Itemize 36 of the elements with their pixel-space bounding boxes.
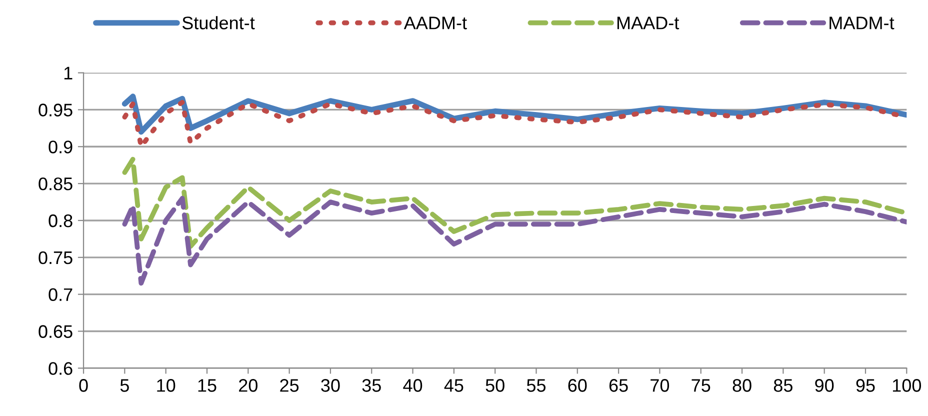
y-tick-label: 0.85 [38, 177, 72, 190]
x-tick-label: 100 [892, 379, 922, 392]
x-tick-label: 35 [362, 379, 381, 392]
x-tick-label: 40 [403, 379, 422, 392]
y-tick-label: 0.9 [48, 140, 72, 154]
x-tick-label: 50 [486, 379, 504, 392]
x-tick-label: 85 [774, 379, 792, 392]
y-tick-label: 0.65 [38, 325, 72, 338]
y-tick-label: 0.6 [48, 362, 72, 375]
x-tick-label: 80 [732, 379, 752, 392]
x-tick-label: 45 [444, 379, 464, 392]
y-tick-label: 0.75 [38, 251, 72, 264]
x-tick-label: 65 [609, 379, 628, 392]
legend-label: MAAD-t [617, 16, 680, 30]
y-tick-label: 0.8 [48, 214, 72, 228]
x-tick-label: 20 [239, 379, 258, 392]
legend-label: Student-t [182, 16, 255, 30]
y-tick-label: 1 [64, 66, 72, 80]
y-tick-label: 0.7 [48, 288, 72, 302]
x-tick-label: 30 [321, 379, 340, 392]
x-tick-label: 95 [856, 379, 875, 392]
x-tick-label: 10 [157, 379, 176, 392]
line-series [122, 156, 907, 249]
x-tick-label: 5 [120, 379, 129, 392]
x-tick-label: 90 [815, 379, 834, 392]
x-tick-label: 75 [692, 379, 710, 392]
x-tick-label: 0 [79, 379, 88, 392]
x-tick-label: 60 [568, 379, 587, 392]
x-tick-label: 55 [526, 379, 546, 392]
x-tick-label: 15 [198, 379, 216, 392]
legend-label: AADM-t [404, 16, 467, 30]
legend-label: MADM-t [830, 16, 894, 30]
x-tick-label: 25 [280, 379, 299, 392]
x-tick-label: 70 [650, 379, 670, 392]
y-tick-label: 0.95 [38, 104, 72, 116]
line-series [122, 196, 907, 286]
